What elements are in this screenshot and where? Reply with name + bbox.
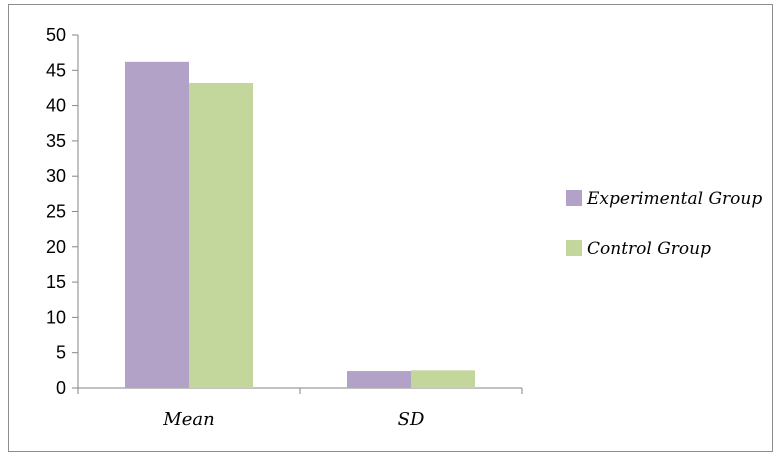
bar-control-group-mean [189, 83, 253, 389]
y-tick-label: 50 [46, 25, 66, 45]
x-category-label: Mean [162, 409, 214, 430]
y-tick-label: 45 [46, 60, 66, 80]
y-tick-label: 10 [46, 307, 66, 327]
y-tick-label: 20 [46, 237, 66, 257]
y-tick-label: 5 [56, 343, 66, 363]
legend: Experimental Group Control Group [566, 189, 762, 259]
legend-label: Experimental Group [586, 189, 762, 209]
y-tick-label: 15 [46, 272, 66, 292]
y-tick-label: 30 [46, 166, 66, 186]
x-category-label: SD [398, 409, 425, 430]
legend-label: Control Group [587, 239, 711, 259]
bar-control-group-sd [411, 370, 475, 388]
bars [125, 61, 475, 389]
bar-experimental-group-sd [347, 371, 411, 388]
y-tick-label: 0 [56, 378, 66, 398]
y-tick-label: 35 [46, 131, 66, 151]
y-tick-label: 40 [46, 96, 66, 116]
y-axis: 0 5 10 15 20 25 30 35 40 45 50 [46, 25, 79, 398]
legend-swatch [566, 240, 582, 256]
legend-swatch [566, 190, 582, 206]
x-axis: Mean SD [77, 387, 523, 430]
bar-experimental-group-mean [125, 61, 189, 388]
y-tick-label: 25 [46, 202, 66, 222]
